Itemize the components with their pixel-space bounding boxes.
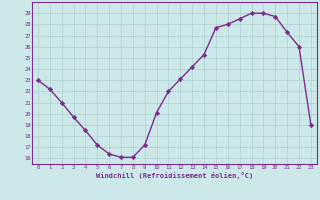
X-axis label: Windchill (Refroidissement éolien,°C): Windchill (Refroidissement éolien,°C) <box>96 172 253 179</box>
